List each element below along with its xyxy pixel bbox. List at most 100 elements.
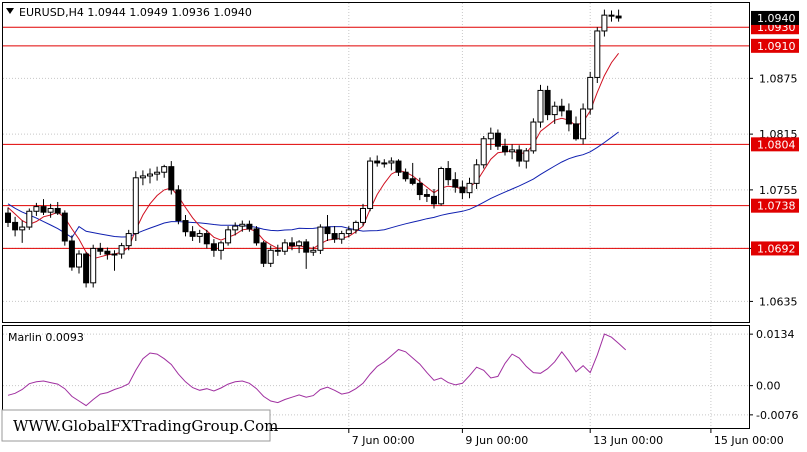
- candle-bull: [19, 226, 26, 231]
- candle-bull: [111, 253, 118, 256]
- candle-bear: [203, 233, 210, 245]
- candle-bear: [409, 178, 416, 184]
- candle-bull: [367, 160, 374, 209]
- candle-bear: [246, 223, 253, 230]
- oscillator-tick-label: -0.0076: [756, 409, 798, 422]
- candle-bull: [218, 242, 224, 251]
- candle-bear: [303, 241, 310, 253]
- level-label-text: 1.0804: [757, 138, 796, 151]
- level-label-box: [751, 198, 799, 213]
- candle-bear: [68, 240, 75, 268]
- candle-bull: [196, 233, 203, 237]
- candle-bull: [438, 168, 445, 205]
- candle-bull: [601, 14, 608, 32]
- candle-bull: [161, 166, 168, 173]
- time-tick-label: 13 Jun 00:00: [593, 434, 663, 447]
- candle-bull: [76, 253, 82, 268]
- candle-bear: [168, 166, 175, 191]
- watermark-text: WWW.GlobalFXTradingGroup.Com: [13, 417, 278, 435]
- candle-bull: [118, 245, 125, 255]
- watermark-box: [1, 409, 271, 442]
- candle-bear: [12, 221, 19, 231]
- oscillator-tick-label: 0.00: [756, 380, 781, 393]
- candle-bull: [466, 182, 473, 194]
- price-tick-label: 1.0875: [759, 72, 798, 85]
- candle-bear: [182, 220, 189, 233]
- candle-bull: [551, 105, 558, 116]
- candle-bull: [125, 233, 132, 247]
- time-tick-label: 15 Jun 00:00: [714, 434, 784, 447]
- candle-bull: [487, 132, 494, 140]
- candle-bear: [423, 194, 430, 197]
- candle-bear: [54, 207, 61, 214]
- price-tick-label: 1.0635: [759, 295, 798, 308]
- candle-bull: [352, 221, 359, 231]
- candle-bear: [544, 89, 551, 116]
- candle-bull: [580, 108, 587, 140]
- watermark: WWW.GlobalFXTradingGroup.Com: [1, 409, 278, 442]
- candle-bear: [494, 132, 501, 147]
- oscillator-label: Marlin 0.0093: [8, 331, 84, 344]
- horizontal-levels: [3, 26, 749, 249]
- candle-bull: [33, 206, 40, 212]
- candle-bull: [232, 225, 239, 231]
- candle-bull: [523, 150, 530, 162]
- candle-bear: [502, 145, 508, 153]
- time-tick-label: 9 Jun 00:00: [465, 434, 528, 447]
- level-label-text: 1.0692: [757, 242, 796, 255]
- candle-bull: [587, 76, 594, 110]
- candle-bear: [274, 249, 281, 252]
- dropdown-triangle-icon[interactable]: [6, 8, 14, 14]
- candle-bull: [296, 241, 303, 247]
- candle-bear: [516, 149, 523, 162]
- slow-ma-layer: [7, 131, 619, 239]
- candle-bear: [558, 105, 565, 112]
- candle-bear: [61, 212, 68, 242]
- candle-bull: [345, 229, 352, 235]
- candle-bear: [608, 14, 615, 17]
- level-label-box: [751, 241, 799, 256]
- oscillator-line: [7, 333, 627, 407]
- candle-bear: [40, 206, 47, 213]
- candle-bear: [615, 15, 622, 19]
- level-label-text: 1.0910: [757, 40, 796, 53]
- candle-bull: [594, 30, 601, 78]
- oscillator-axis-labels: 0.0134 0.00 -0.0076: [749, 328, 798, 422]
- candle-bear: [565, 110, 572, 125]
- candle-bull: [381, 162, 388, 165]
- candle-bear: [210, 243, 217, 251]
- candle-bear: [416, 182, 423, 196]
- candle-bull: [360, 207, 366, 223]
- candle-bear: [331, 233, 338, 240]
- candle-bull: [530, 121, 537, 152]
- candle-bull: [47, 207, 54, 213]
- candle-bull: [509, 149, 516, 153]
- oscillator-grid: [3, 326, 749, 428]
- candle-bull: [537, 89, 544, 123]
- candle-bear: [5, 212, 11, 223]
- candle-bear: [431, 195, 437, 205]
- candle-bull: [388, 160, 395, 164]
- candle-bear: [324, 226, 331, 235]
- candle-bull: [338, 233, 345, 240]
- candle-bear: [175, 189, 182, 222]
- candle-bull: [239, 223, 246, 227]
- candle-bear: [253, 228, 260, 244]
- candle-bear: [189, 231, 196, 237]
- candle-bull: [139, 175, 146, 179]
- level-label-box: [751, 38, 799, 53]
- current-price-box: [751, 10, 799, 25]
- price-axis-labels: 1.08751.08151.07551.06921.06351.09301.09…: [749, 10, 799, 308]
- candle-bull: [267, 249, 274, 264]
- time-axis-labels: 7 Jun 00:00 9 Jun 00:00 13 Jun 00:00 15 Jun…: [348, 429, 784, 447]
- candle-bear: [104, 250, 111, 255]
- candle-bull: [281, 242, 288, 252]
- candle-bull: [147, 173, 153, 177]
- candle-bull: [317, 226, 324, 251]
- time-tick-label: 7 Jun 00:00: [352, 434, 415, 447]
- candle-bull: [132, 177, 139, 235]
- price-tick-label: 1.0755: [759, 184, 798, 197]
- candle-bear: [289, 242, 295, 247]
- level-label-text: 1.0738: [757, 200, 796, 213]
